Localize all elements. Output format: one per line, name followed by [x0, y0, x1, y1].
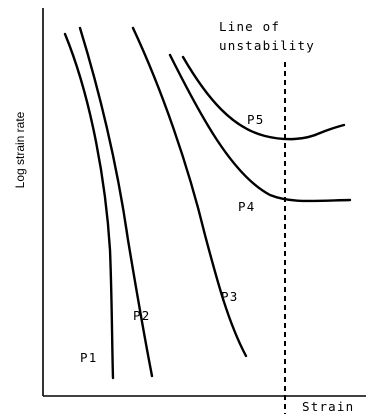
- label-p1: P1: [80, 350, 97, 365]
- curve-p2: [78, 26, 154, 378]
- curve-p3: [131, 26, 248, 358]
- curves: [63, 26, 352, 380]
- label-p2: P2: [133, 308, 150, 323]
- curve-p4: [168, 53, 352, 203]
- label-p5: P5: [247, 112, 264, 127]
- curve-p5: [181, 55, 346, 141]
- axes: [42, 8, 366, 397]
- curve-p1: [63, 32, 115, 380]
- y-axis-label: Log strain rate: [13, 111, 27, 188]
- label-p4: P4: [238, 199, 255, 214]
- label-p3: P3: [221, 289, 238, 304]
- instability-label-line2: unstability: [219, 38, 315, 53]
- instability-label-line1: Line of: [219, 19, 280, 34]
- x-axis-label: Strain: [302, 399, 354, 414]
